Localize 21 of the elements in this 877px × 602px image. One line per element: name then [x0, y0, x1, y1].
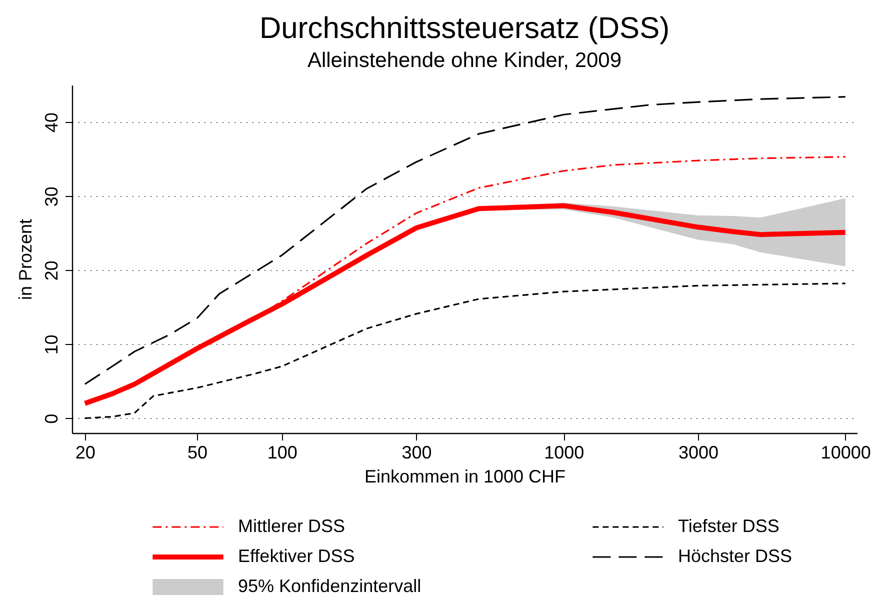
- x-tick-label: 100: [267, 442, 298, 462]
- legend-label: 95% Konfidenzintervall: [238, 576, 422, 596]
- x-tick-label: 20: [75, 442, 96, 462]
- legend-label: Mittlerer DSS: [238, 516, 346, 536]
- y-tick-label: 10: [42, 334, 62, 355]
- legend-label: Effektiver DSS: [238, 546, 355, 566]
- chart-title: Durchschnittssteuersatz (DSS): [259, 12, 670, 45]
- y-tick-label: 20: [42, 260, 62, 281]
- x-tick-label: 3000: [678, 442, 719, 462]
- x-tick-label: 300: [402, 442, 432, 462]
- legend-label: Tiefster DSS: [678, 516, 780, 536]
- x-axis-title: Einkommen in 1000 CHF: [364, 466, 566, 486]
- y-axis-title: in Prozent: [16, 218, 36, 300]
- y-tick-label: 0: [42, 414, 62, 424]
- x-tick-label: 50: [188, 442, 208, 462]
- chart-subtitle: Alleinstehende ohne Kinder, 2009: [307, 49, 622, 72]
- legend-label: Höchster DSS: [678, 546, 792, 566]
- x-tick-label: 10000: [820, 442, 871, 462]
- y-tick-label: 30: [42, 186, 62, 207]
- x-tick-label: 1000: [544, 442, 584, 462]
- y-tick-label: 40: [42, 112, 62, 133]
